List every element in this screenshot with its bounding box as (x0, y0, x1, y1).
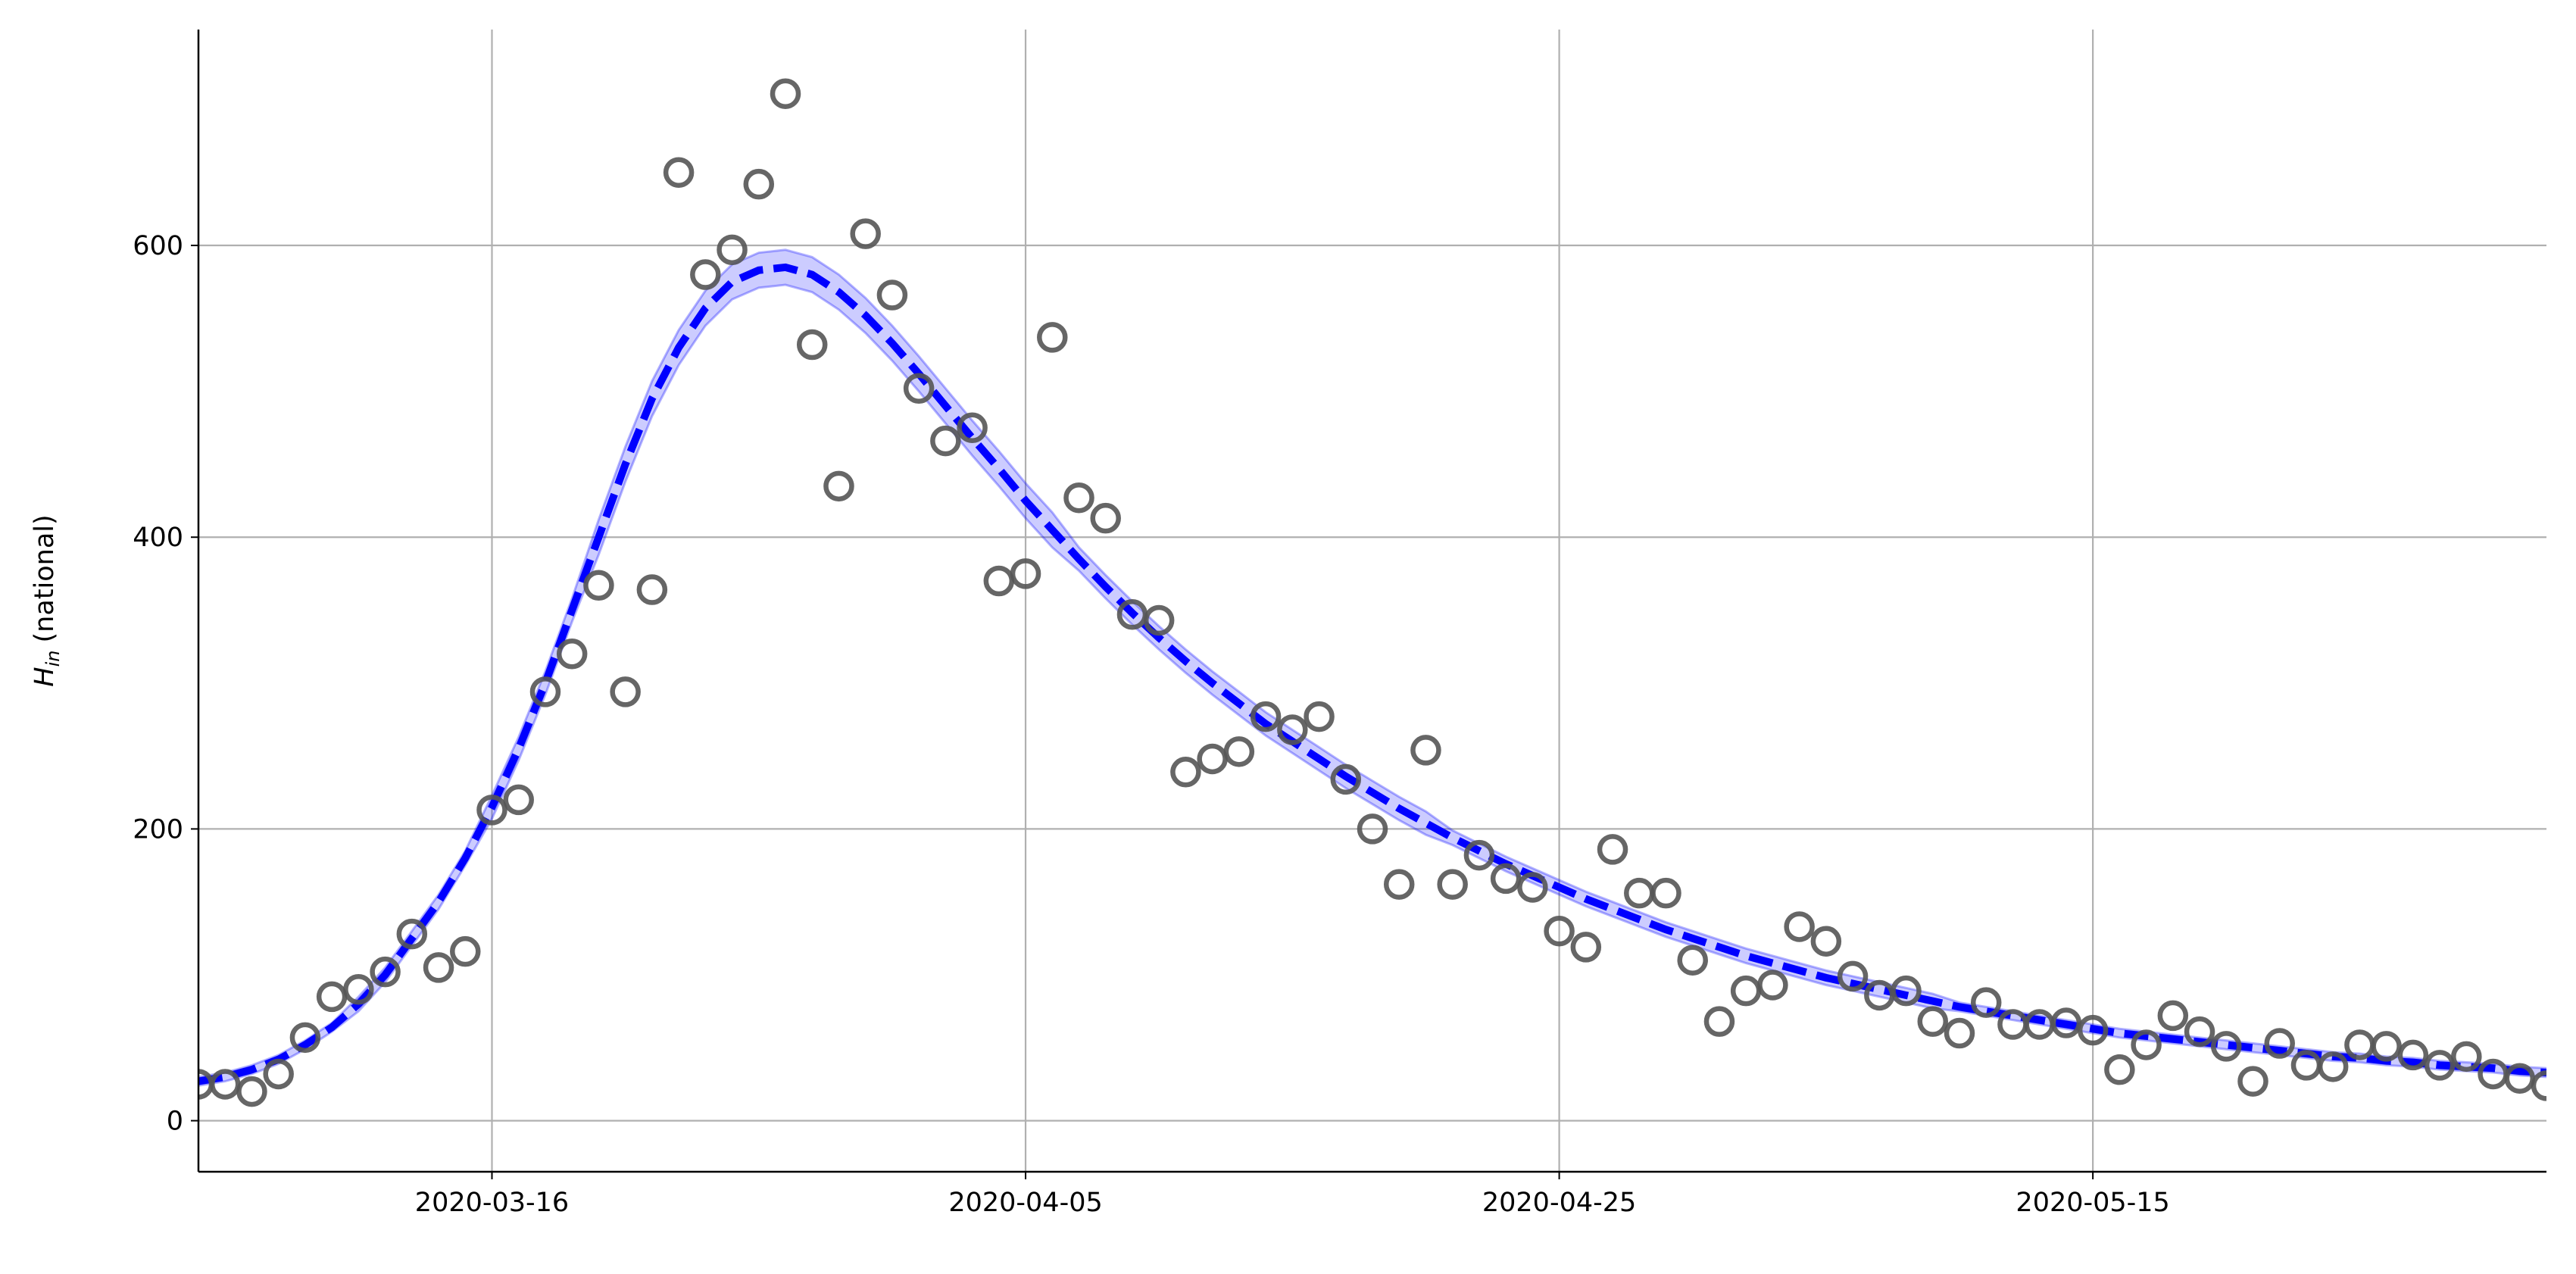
data-point (1223, 736, 1255, 767)
data-point (1277, 714, 1308, 745)
data-point (1410, 735, 1441, 766)
data-point (2050, 1007, 2082, 1038)
data-point (1837, 960, 1869, 992)
y-label-symbol: H (30, 667, 60, 686)
plot-area (198, 78, 2546, 1107)
data-point (1891, 975, 1922, 1007)
data-point (2371, 1031, 2402, 1062)
y-label-text: (national) (30, 514, 60, 642)
data-point (2424, 1050, 2456, 1081)
data-point (2451, 1041, 2482, 1073)
data-point (1330, 763, 1362, 795)
data-point (1010, 558, 1041, 589)
data-point (2531, 1070, 2546, 1101)
x-tick-label: 2020-04-25 (1482, 1188, 1636, 1218)
data-point (1063, 482, 1094, 514)
data-point (423, 952, 454, 983)
data-point (1383, 869, 1415, 900)
data-point (876, 279, 908, 311)
x-tick-label: 2020-04-05 (948, 1188, 1102, 1218)
data-point (209, 1069, 241, 1100)
data-point (1597, 834, 1628, 865)
data-point (1250, 701, 1282, 732)
data-point (1757, 970, 1788, 1001)
data-point (556, 639, 588, 670)
data-point (2077, 1014, 2109, 1046)
data-point (957, 412, 988, 444)
data-point (1650, 877, 1681, 909)
data-point (1917, 1006, 1949, 1037)
data-point (796, 329, 828, 361)
data-point (2104, 1054, 2135, 1085)
data-point (1570, 932, 1602, 963)
data-point (1624, 877, 1655, 909)
data-point (663, 157, 695, 188)
data-point (1730, 975, 1762, 1007)
data-point (1544, 915, 1575, 947)
data-point (1437, 869, 1468, 900)
data-point (1090, 502, 1121, 534)
data-point (610, 676, 641, 707)
data-point (316, 981, 348, 1013)
data-point (1784, 911, 1815, 942)
y-tick-label: 600 (133, 231, 183, 261)
data-point (2397, 1039, 2429, 1071)
x-tick-label: 2020-05-15 (2016, 1188, 2169, 1218)
data-point (1170, 757, 1201, 788)
data-point (743, 168, 775, 200)
y-tick-label: 200 (133, 814, 183, 845)
data-point (690, 259, 721, 290)
data-point (770, 78, 801, 109)
data-point (236, 1076, 267, 1107)
data-point (583, 570, 614, 601)
data-point (2157, 1000, 2189, 1032)
x-tick-label: 2020-03-16 (415, 1188, 569, 1218)
data-point (263, 1058, 294, 1090)
data-point (903, 373, 935, 404)
data-point (983, 565, 1015, 597)
y-label-subscript: in (42, 650, 64, 667)
data-point (1463, 839, 1495, 871)
data-point (1357, 813, 1388, 845)
data-point (2211, 1031, 2242, 1062)
data-point (370, 956, 401, 988)
confidence-band (198, 248, 2546, 1087)
data-point (476, 795, 507, 826)
y-tick-label: 0 (167, 1107, 183, 1137)
data-point (2131, 1029, 2162, 1060)
data-point (1490, 863, 1522, 895)
data-point (1517, 872, 1548, 903)
data-point (289, 1022, 321, 1054)
data-point (1304, 701, 1335, 732)
data-point (450, 935, 481, 967)
data-point (1810, 926, 1842, 957)
data-point (529, 676, 561, 707)
fit-line (198, 263, 2546, 1085)
data-point (636, 574, 668, 605)
data-point (1677, 945, 1708, 976)
data-point (717, 234, 748, 266)
data-point (2504, 1063, 2536, 1094)
data-point (503, 784, 534, 816)
data-point (1037, 322, 1068, 353)
data-point (1197, 743, 1228, 775)
data-point (1944, 1017, 1975, 1049)
data-point (2184, 1016, 2215, 1048)
data-point (343, 974, 374, 1005)
data-point (1143, 604, 1175, 636)
data-point (2237, 1066, 2268, 1097)
data-point (850, 218, 881, 249)
data-point (1703, 1006, 1735, 1037)
y-tick-label: 400 (133, 523, 183, 553)
data-point (2264, 1028, 2295, 1059)
data-point (823, 470, 854, 502)
data-point (930, 425, 961, 457)
y-axis-label: Hin (national) (30, 514, 64, 686)
data-point (2317, 1051, 2349, 1082)
data-point (1970, 987, 2002, 1018)
data-point (396, 918, 428, 950)
